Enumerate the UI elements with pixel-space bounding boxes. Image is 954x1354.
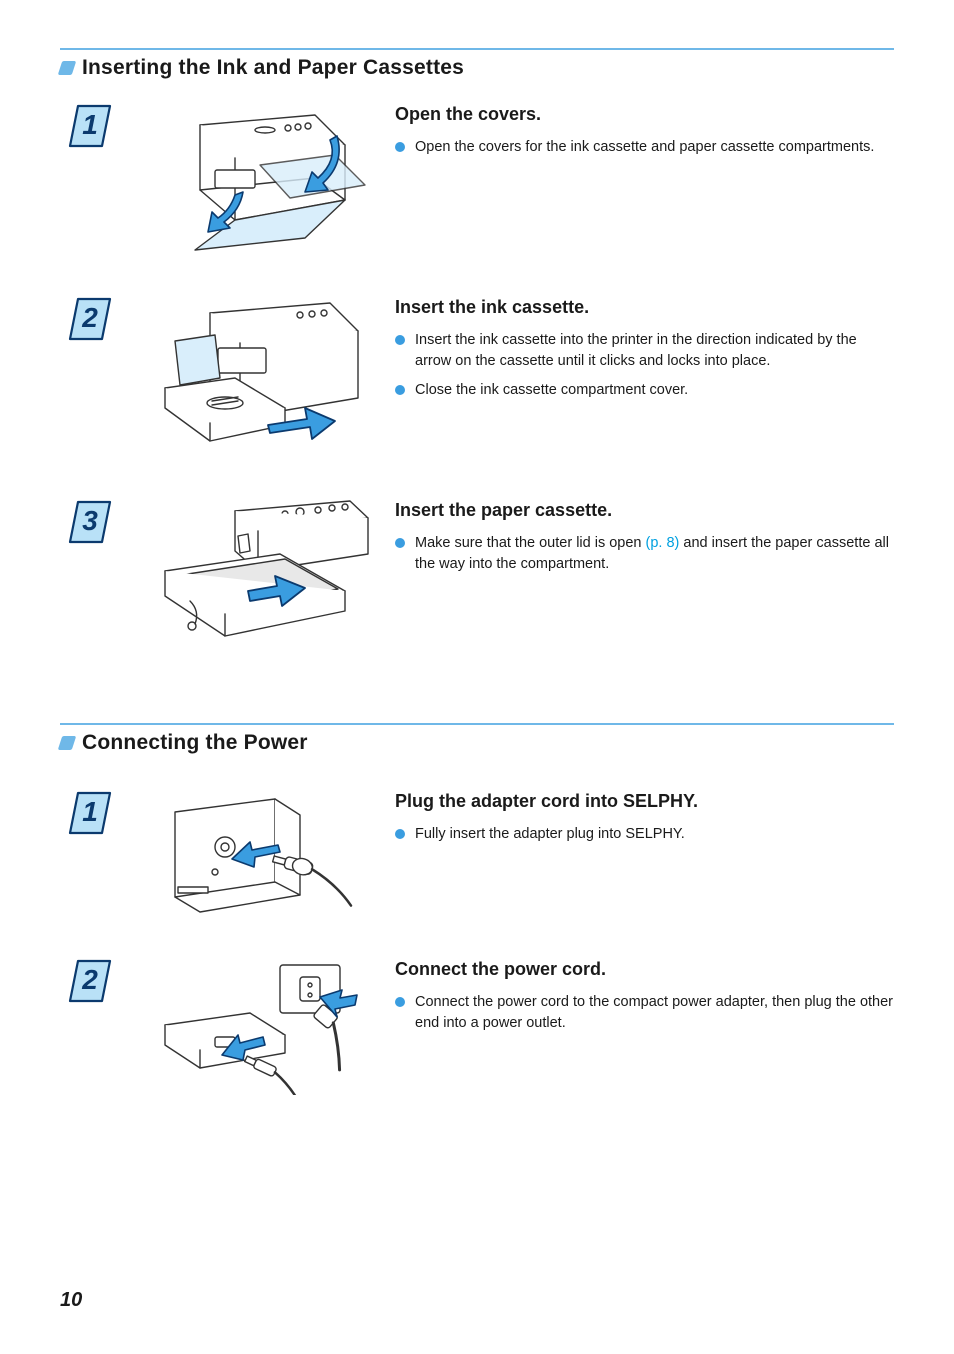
bullet-item: Close the ink cassette compartment cover… <box>395 380 894 401</box>
step-number-wrap: 2 <box>60 955 120 1003</box>
page-number: 10 <box>60 1289 82 1312</box>
bullet-item: Connect the power cord to the compact po… <box>395 992 894 1034</box>
bullet-item: Make sure that the outer lid is open (p.… <box>395 533 894 575</box>
step-number-wrap: 1 <box>60 100 120 148</box>
section-bullet-icon <box>58 61 77 75</box>
step-number-badge: 1 <box>68 104 112 148</box>
step-heading: Plug the adapter cord into SELPHY. <box>395 791 894 812</box>
bullet-dot-icon <box>395 335 405 345</box>
step-heading: Open the covers. <box>395 104 894 125</box>
step-heading: Connect the power cord. <box>395 959 894 980</box>
bullet-text: Close the ink cassette compartment cover… <box>415 380 688 401</box>
step-content: Insert the paper cassette. Make sure tha… <box>395 496 894 583</box>
section-header: Inserting the Ink and Paper Cassettes <box>60 48 894 80</box>
bullet-dot-icon <box>395 829 405 839</box>
step-number-wrap: 3 <box>60 496 120 544</box>
step-content: Open the covers. Open the covers for the… <box>395 100 894 166</box>
section-title: Inserting the Ink and Paper Cassettes <box>82 56 464 80</box>
step-number-text: 1 <box>68 104 112 148</box>
step-number-badge: 1 <box>68 791 112 835</box>
step-row: 2 Insert the ink cassette. <box>60 293 894 468</box>
bullet-item: Open the covers for the ink cassette and… <box>395 137 894 158</box>
insert-paper-cassette-icon <box>140 496 375 671</box>
bullet-text: Fully insert the adapter plug into SELPH… <box>415 824 685 845</box>
step-number-text: 2 <box>68 959 112 1003</box>
step-illustration <box>140 100 375 265</box>
bullet-text: Make sure that the outer lid is open (p.… <box>415 533 894 575</box>
step-number-badge: 2 <box>68 297 112 341</box>
connect-power-cord-icon <box>140 955 375 1095</box>
printer-open-covers-icon <box>140 100 375 265</box>
page-ref-link[interactable]: (p. 8) <box>646 535 680 551</box>
bullet-dot-icon <box>395 538 405 548</box>
step-heading: Insert the ink cassette. <box>395 297 894 318</box>
step-content: Insert the ink cassette. Insert the ink … <box>395 293 894 409</box>
step-illustration <box>140 955 375 1095</box>
bullet-item: Fully insert the adapter plug into SELPH… <box>395 824 894 845</box>
step-illustration <box>140 787 375 927</box>
section-bullet-icon <box>58 736 77 750</box>
step-illustration <box>140 293 375 468</box>
bullet-text: Open the covers for the ink cassette and… <box>415 137 874 158</box>
insert-ink-cassette-icon <box>140 293 375 468</box>
section-header: Connecting the Power <box>60 723 894 755</box>
step-row: 1 Open the covers. Open <box>60 100 894 265</box>
step-heading: Insert the paper cassette. <box>395 500 894 521</box>
step-number-text: 3 <box>68 500 112 544</box>
plug-adapter-icon <box>140 787 375 927</box>
step-number-text: 2 <box>68 297 112 341</box>
step-number-wrap: 1 <box>60 787 120 835</box>
bullet-text: Connect the power cord to the compact po… <box>415 992 894 1034</box>
step-number-badge: 3 <box>68 500 112 544</box>
bullet-dot-icon <box>395 385 405 395</box>
step-row: 3 Insert the paper cassette. <box>60 496 894 671</box>
bullet-item: Insert the ink cassette into the printer… <box>395 330 894 372</box>
step-content: Connect the power cord. Connect the powe… <box>395 955 894 1042</box>
step-row: 2 <box>60 955 894 1095</box>
bullet-dot-icon <box>395 997 405 1007</box>
step-number-wrap: 2 <box>60 293 120 341</box>
bullet-text: Insert the ink cassette into the printer… <box>415 330 894 372</box>
bullet-text-before: Make sure that the outer lid is open <box>415 535 646 551</box>
step-row: 1 Plug <box>60 787 894 927</box>
step-content: Plug the adapter cord into SELPHY. Fully… <box>395 787 894 853</box>
step-number-badge: 2 <box>68 959 112 1003</box>
section-title: Connecting the Power <box>82 731 308 755</box>
step-number-text: 1 <box>68 791 112 835</box>
bullet-dot-icon <box>395 142 405 152</box>
step-illustration <box>140 496 375 671</box>
